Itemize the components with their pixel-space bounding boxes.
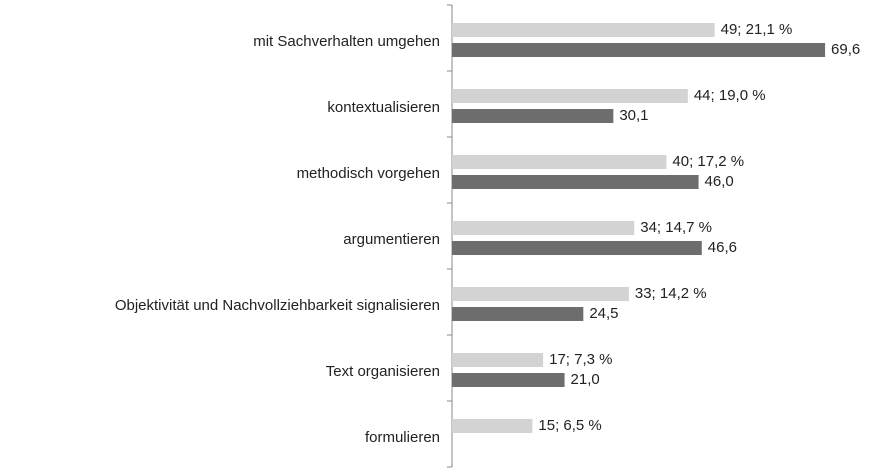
bar xyxy=(452,373,565,387)
category-label: mit Sachverhalten umgehen xyxy=(253,33,440,50)
bar xyxy=(452,287,629,301)
value-label: 40; 17,2 % xyxy=(672,153,744,170)
bar xyxy=(452,221,635,235)
bar xyxy=(452,241,702,255)
bar xyxy=(452,175,699,189)
value-label: 69,6 xyxy=(831,41,860,58)
bar xyxy=(452,353,544,367)
bar xyxy=(452,89,688,103)
bar xyxy=(452,419,533,433)
value-label: 21,0 xyxy=(571,371,600,388)
category-label: argumentieren xyxy=(343,231,440,248)
value-label: 30,1 xyxy=(619,107,648,124)
bar xyxy=(452,23,715,37)
value-label: 49; 21,1 % xyxy=(721,21,793,38)
value-label: 33; 14,2 % xyxy=(635,285,707,302)
category-label: Objektivität und Nachvollziehbarkeit sig… xyxy=(115,297,440,314)
bar xyxy=(452,307,584,321)
value-label: 34; 14,7 % xyxy=(640,219,712,236)
value-label: 44; 19,0 % xyxy=(694,87,766,104)
value-label: 17; 7,3 % xyxy=(549,351,612,368)
value-label: 46,0 xyxy=(705,173,734,190)
bar xyxy=(452,43,826,57)
value-label: 15; 6,5 % xyxy=(538,417,601,434)
category-label: kontextualisieren xyxy=(327,99,440,116)
value-label: 46,6 xyxy=(708,239,737,256)
bar xyxy=(452,109,614,123)
category-label: methodisch vorgehen xyxy=(297,165,440,182)
category-label: formulieren xyxy=(365,429,440,446)
bar xyxy=(452,155,667,169)
value-label: 24,5 xyxy=(589,305,618,322)
category-label: Text organisieren xyxy=(326,363,440,380)
